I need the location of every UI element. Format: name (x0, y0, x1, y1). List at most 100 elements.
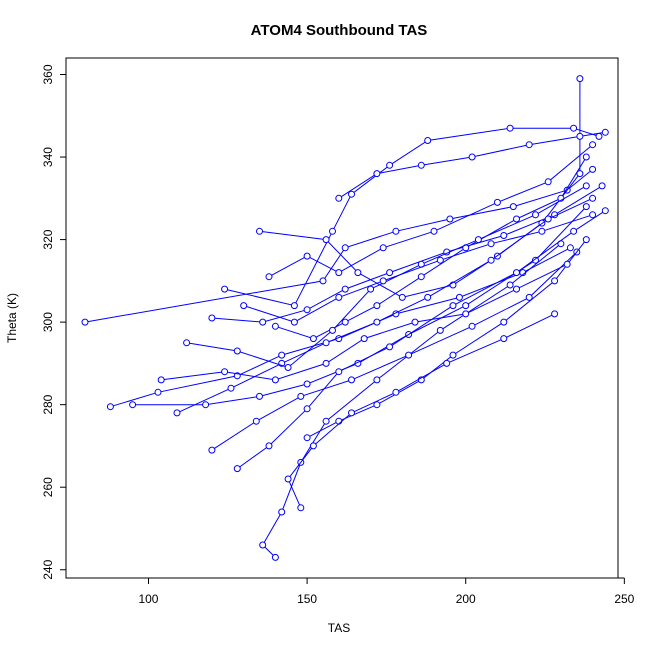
data-point (354, 269, 362, 277)
data-point (348, 190, 355, 198)
series-15 (157, 260, 571, 384)
data-point (411, 318, 419, 326)
data-point (532, 211, 539, 219)
data-point (386, 269, 394, 277)
data-point (297, 392, 305, 400)
data-point (81, 318, 89, 326)
data-point (303, 434, 311, 442)
data-point (544, 215, 552, 223)
data-point (341, 285, 349, 293)
data-point (446, 215, 454, 223)
y-tick-label: 240 (41, 559, 55, 579)
data-point (106, 403, 114, 411)
series-11 (271, 153, 590, 343)
data-point (322, 359, 330, 367)
data-point (154, 388, 162, 396)
data-point (322, 236, 330, 244)
data-point (513, 269, 520, 277)
data-point (500, 318, 508, 326)
data-point (582, 203, 590, 211)
data-point (551, 277, 559, 285)
data-point (538, 227, 546, 235)
data-point (500, 335, 508, 343)
data-point (506, 281, 514, 289)
data-point (487, 240, 495, 248)
data-point (563, 260, 571, 268)
data-point (373, 376, 381, 384)
data-point (424, 137, 432, 144)
x-axis-label: TAS (328, 621, 350, 635)
data-point (379, 244, 387, 252)
data-point (157, 376, 165, 384)
data-point (322, 339, 330, 347)
data-point (233, 465, 241, 473)
series-8 (256, 75, 584, 301)
series-line (243, 214, 593, 323)
data-point (500, 232, 508, 239)
data-point (405, 351, 413, 359)
data-point (271, 553, 279, 561)
data-point (551, 310, 559, 318)
data-point (601, 128, 609, 136)
data-point (373, 170, 381, 178)
data-point (252, 417, 260, 425)
data-point (256, 227, 263, 235)
data-point (348, 409, 355, 417)
data-point (259, 318, 267, 326)
data-point (386, 343, 394, 351)
data-point (449, 351, 457, 359)
data-point (589, 165, 597, 173)
series-14 (265, 141, 597, 281)
y-tick-label: 320 (41, 229, 55, 249)
data-point (278, 351, 286, 359)
y-axis-label: Theta (K) (5, 293, 19, 343)
data-point (208, 446, 216, 454)
data-point (582, 236, 590, 244)
data-point (532, 256, 539, 264)
y-axis: 240 260 280 300 320 340 360 (41, 64, 67, 580)
data-point (202, 401, 210, 409)
series-6 (233, 207, 609, 473)
data-point (468, 153, 476, 161)
data-point (303, 380, 311, 388)
data-point (290, 302, 298, 310)
data-point (601, 207, 609, 215)
series-12 (183, 182, 590, 371)
data-point (221, 285, 229, 293)
series-layer (81, 75, 609, 561)
data-point (589, 141, 597, 149)
data-point (259, 541, 267, 549)
data-point (513, 215, 520, 223)
data-point (455, 293, 463, 301)
data-point (506, 124, 514, 132)
data-point (443, 359, 451, 367)
data-point (392, 388, 400, 396)
series-line (176, 197, 593, 414)
data-point (173, 409, 181, 417)
data-point (417, 161, 425, 169)
data-point (493, 198, 501, 206)
data-point (322, 417, 330, 425)
data-point (598, 182, 606, 190)
data-point (367, 285, 375, 293)
x-axis: 100 150 200 250 (138, 577, 635, 606)
data-point (392, 227, 400, 235)
data-point (335, 269, 343, 277)
series-line (306, 239, 587, 439)
data-point (129, 401, 137, 409)
data-point (221, 368, 229, 376)
data-point (303, 405, 311, 413)
data-point (474, 236, 482, 244)
data-point (265, 273, 273, 281)
data-point (417, 273, 425, 281)
y-tick-label: 280 (41, 394, 55, 414)
series-16 (240, 211, 597, 326)
data-point (284, 475, 292, 483)
data-point (576, 75, 584, 83)
data-point (582, 153, 590, 161)
data-point (309, 442, 317, 450)
series-17 (284, 310, 559, 512)
data-point (290, 318, 298, 326)
data-point (208, 314, 216, 322)
